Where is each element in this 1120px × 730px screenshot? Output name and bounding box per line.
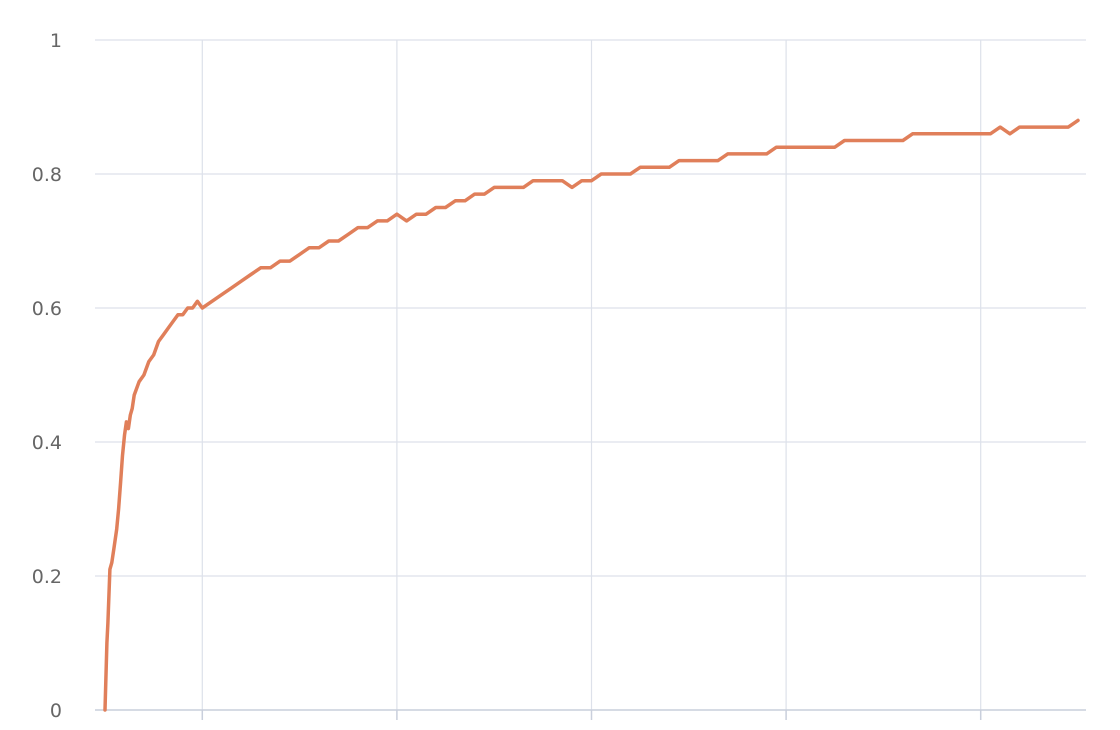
grid <box>95 39 1086 710</box>
y-tick-label: 0.8 <box>32 164 62 186</box>
y-tick-label: 0.2 <box>32 566 62 588</box>
x-axis <box>95 709 1086 720</box>
series-line <box>103 118 1080 712</box>
y-tick-label: 0.4 <box>32 432 62 454</box>
y-tick-label: 1 <box>50 30 62 52</box>
y-axis-ticks: 0 0.2 0.4 0.6 0.8 1 <box>32 30 62 722</box>
y-tick-label: 0 <box>50 700 62 722</box>
series-group <box>103 118 1080 712</box>
y-tick-label: 0.6 <box>32 298 62 320</box>
